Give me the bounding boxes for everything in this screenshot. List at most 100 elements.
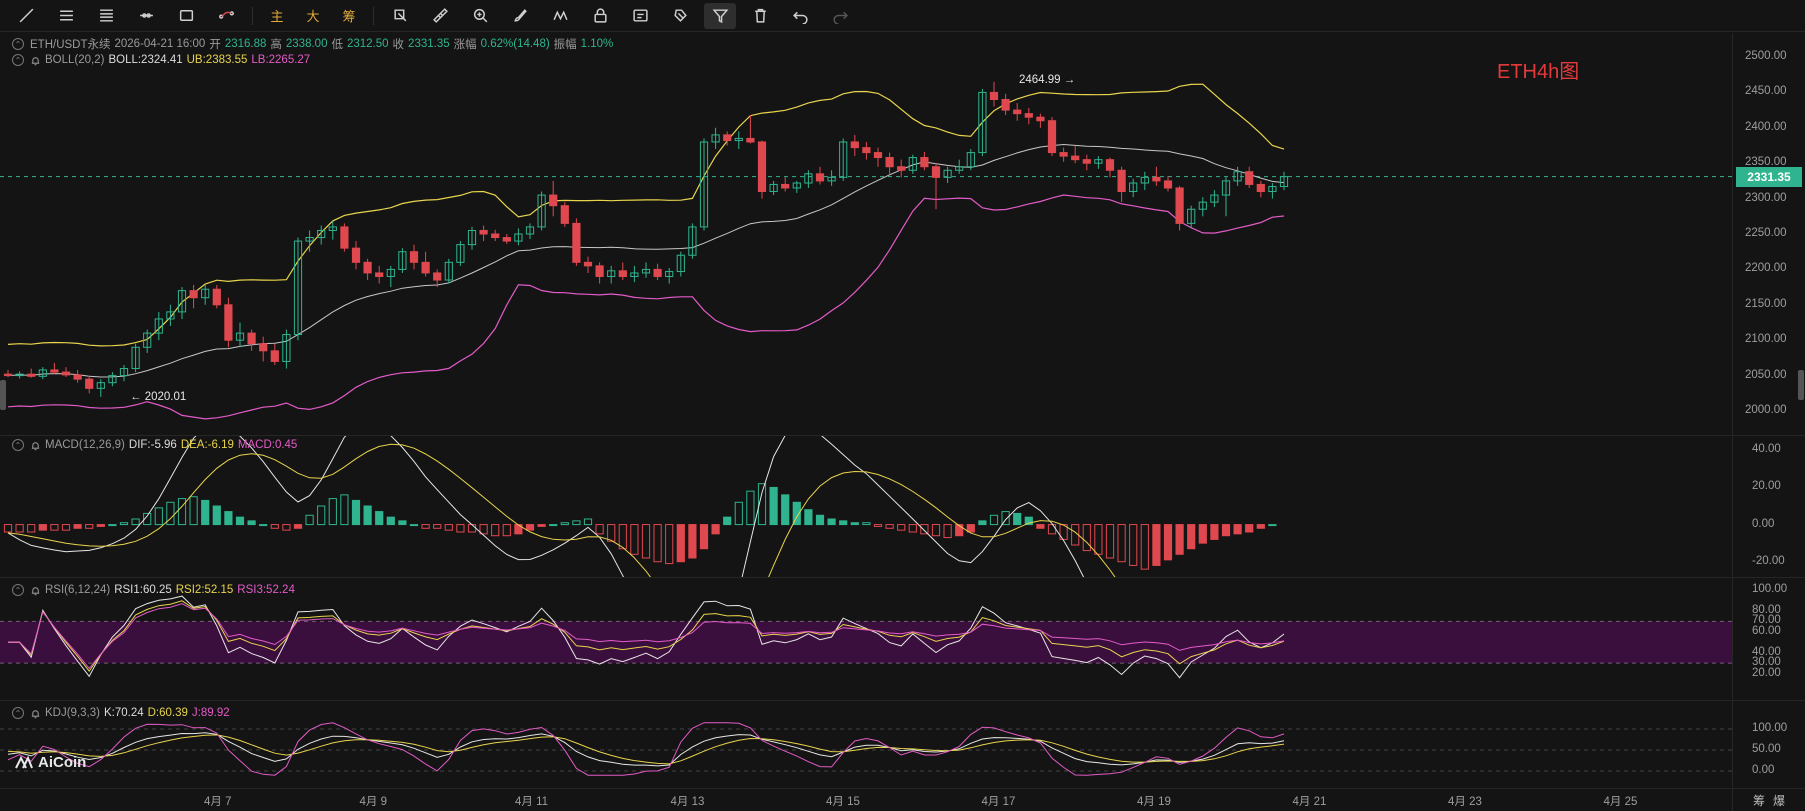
parallel-lines-tool-icon[interactable] <box>90 3 122 29</box>
macd-histogram-bar <box>177 498 187 526</box>
boll-lb-value: LB:2265.27 <box>251 54 311 66</box>
settings-icon[interactable]: ⌃ <box>12 584 24 596</box>
kdj-legend: ⌃ KDJ(9,3,3) K:70.24 D:60.39 J:89.92 <box>12 707 230 719</box>
candle-body <box>433 272 442 281</box>
macd-pane[interactable] <box>0 436 1732 577</box>
pane-divider[interactable] <box>0 577 1805 578</box>
candle-body <box>537 194 546 228</box>
candle-body <box>328 226 337 231</box>
open-value: 2316.88 <box>224 38 267 50</box>
price-axis[interactable] <box>1732 33 1805 788</box>
collapse-icon[interactable]: ⌃ <box>12 38 24 50</box>
liquidation-toggle[interactable]: 爆 <box>1773 793 1786 808</box>
macd-histogram-bar <box>1198 524 1207 544</box>
brush-icon[interactable] <box>504 3 536 29</box>
bell-icon[interactable] <box>30 585 41 596</box>
price-tick-label: 2200.00 <box>1745 262 1787 275</box>
lock-icon[interactable] <box>584 3 616 29</box>
candle-body <box>734 137 743 142</box>
ruler-icon[interactable] <box>424 3 456 29</box>
macd-histogram-bar <box>1129 524 1138 566</box>
macd-histogram-bar <box>328 498 337 526</box>
kdj-tick-label: 50.00 <box>1752 743 1781 755</box>
macd-histogram-bar <box>50 524 59 531</box>
close-value: 2331.35 <box>408 38 450 50</box>
boll-legend: ⌃ BOLL(20,2) BOLL:2324.41 UB:2383.55 LB:… <box>12 54 310 66</box>
rsi-tick-label: 70.00 <box>1752 614 1781 627</box>
macd-histogram-bar <box>15 524 24 533</box>
macd-histogram-bar <box>618 524 627 550</box>
filter-icon[interactable] <box>704 2 736 29</box>
pane-divider[interactable] <box>0 700 1805 701</box>
scroll-handle-right[interactable] <box>1798 370 1804 400</box>
candle-body <box>769 183 778 193</box>
candle-body <box>1071 155 1080 161</box>
rsi-pane[interactable] <box>0 578 1732 700</box>
candle-body <box>862 147 871 154</box>
bell-icon[interactable] <box>30 440 41 451</box>
candle-body <box>131 346 140 370</box>
date-tick-label: 4月 11 <box>515 796 549 808</box>
macd-histogram-bar <box>549 524 558 527</box>
candle-body <box>711 134 720 143</box>
candle-body <box>467 229 477 246</box>
large-order-button[interactable]: 大 <box>306 9 320 24</box>
macd-histogram-bar <box>351 499 361 526</box>
candle-body <box>873 152 883 159</box>
settings-icon[interactable]: ⌃ <box>12 54 24 66</box>
low-marker-value: 2020.01 <box>144 391 187 403</box>
pane-divider[interactable] <box>0 435 1805 436</box>
macd-histogram-bar <box>293 524 303 529</box>
price-pane[interactable] <box>0 33 1732 435</box>
scroll-handle-left[interactable] <box>0 380 6 410</box>
redo-icon[interactable] <box>824 3 856 29</box>
magnet-icon[interactable] <box>664 3 696 29</box>
trendline-tool-icon[interactable] <box>10 3 42 29</box>
pattern-icon[interactable] <box>544 3 576 29</box>
macd-histogram-bar <box>1094 524 1103 555</box>
candle-body <box>409 251 419 263</box>
undo-icon[interactable] <box>784 3 816 29</box>
candle-body <box>119 368 129 377</box>
chip-toggle[interactable]: 筹 <box>1752 793 1765 808</box>
macd-name[interactable]: MACD(12,26,9) <box>45 439 125 451</box>
macd-histogram-bar <box>757 483 767 526</box>
date-tick-label: 4月 17 <box>981 796 1016 808</box>
macd-histogram-bar <box>108 524 117 527</box>
candle-body <box>676 254 685 273</box>
settings-icon[interactable]: ⌃ <box>12 439 24 451</box>
candle-body <box>931 166 941 178</box>
rsi-name[interactable]: RSI(6,12,24) <box>45 584 111 596</box>
main-chart-button[interactable]: 主 <box>270 9 284 24</box>
price-tick-label: 2150.00 <box>1745 297 1787 310</box>
curve-tool-icon[interactable] <box>210 3 242 29</box>
macd-histogram-bar <box>908 524 917 533</box>
macd-legend: ⌃ MACD(12,26,9) DIF:-5.96 DEA:-6.19 MACD… <box>12 439 297 451</box>
datetime-label: 2026-04-21 16:00 <box>114 38 206 50</box>
delete-icon[interactable] <box>744 3 776 29</box>
settings-icon[interactable]: ⌃ <box>12 707 24 719</box>
macd-histogram-bar <box>955 524 964 537</box>
add-shape-icon[interactable] <box>384 3 416 29</box>
candle-body <box>1268 186 1277 193</box>
candle-body <box>1117 169 1126 193</box>
rectangle-tool-icon[interactable] <box>170 3 202 29</box>
macd-histogram-bar <box>1024 516 1033 526</box>
candle-body <box>1256 183 1265 193</box>
kdj-name[interactable]: KDJ(9,3,3) <box>45 707 100 719</box>
macd-histogram-bar <box>166 501 175 526</box>
candle-body <box>1245 171 1254 185</box>
macd-histogram-bar <box>653 524 662 563</box>
boll-name[interactable]: BOLL(20,2) <box>45 54 105 66</box>
boll-middle-band <box>7 143 1285 378</box>
date-axis[interactable]: 4月 7 4月 9 4月 11 4月 13 4月 15 4月 17 4月 19 4月 21 4月… <box>0 788 1732 811</box>
bell-icon[interactable] <box>30 708 41 719</box>
horizontal-lines-tool-icon[interactable] <box>50 3 82 29</box>
kdj-pane[interactable] <box>0 701 1732 788</box>
template-icon[interactable] <box>624 3 656 29</box>
candle-body <box>1024 113 1033 118</box>
chip-button[interactable]: 筹 <box>342 9 356 24</box>
ray-tool-icon[interactable] <box>130 3 162 29</box>
zoom-icon[interactable] <box>464 3 496 29</box>
bell-icon[interactable] <box>30 55 41 66</box>
